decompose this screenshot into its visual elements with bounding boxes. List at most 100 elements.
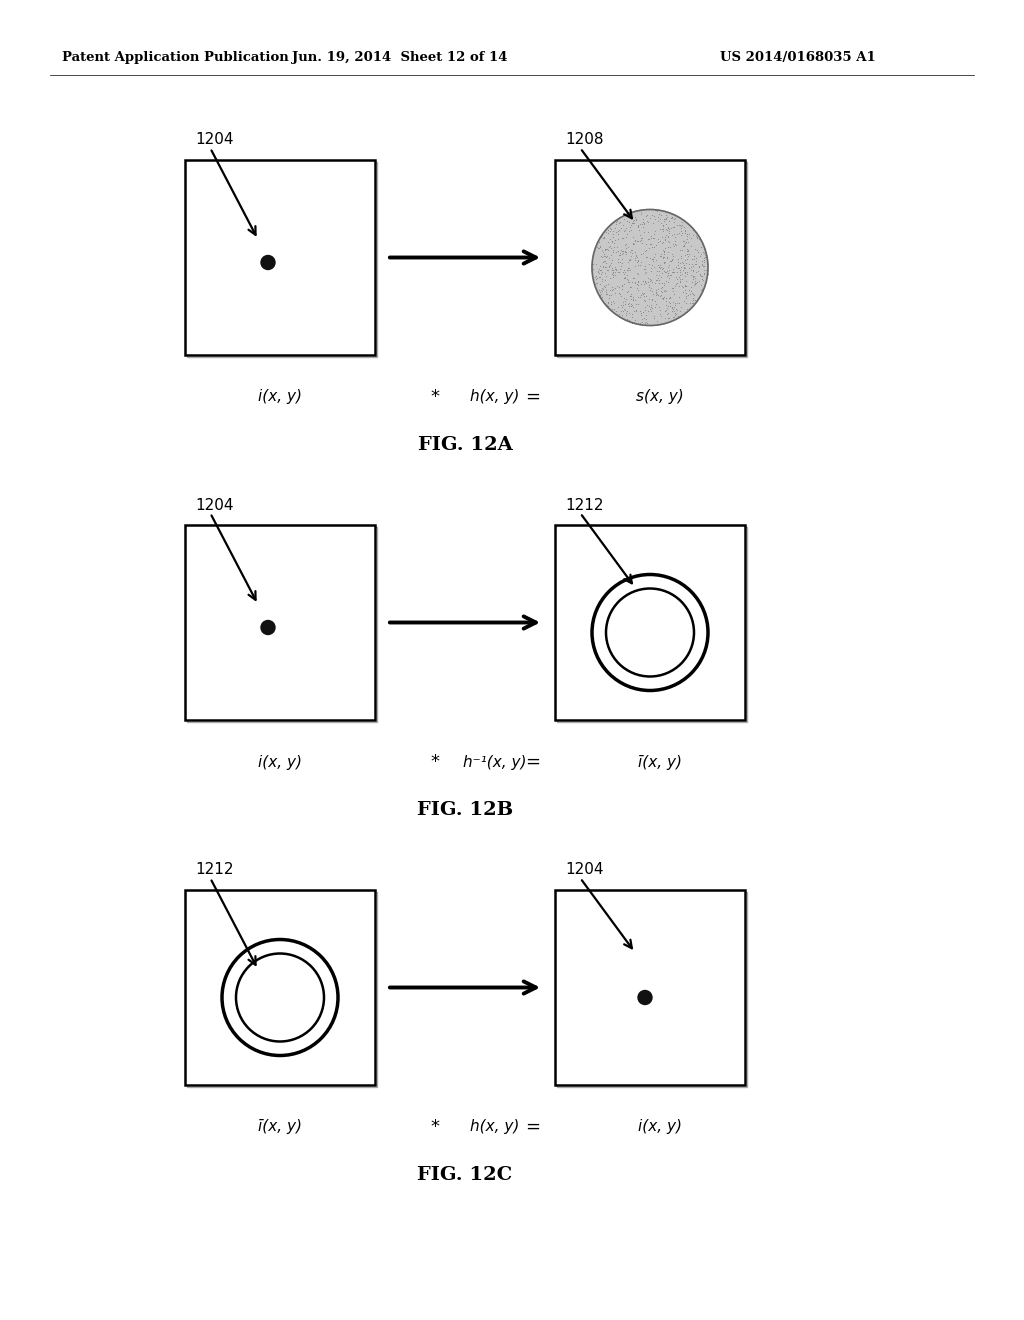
Point — [674, 275, 690, 296]
Point — [618, 281, 635, 302]
Point — [645, 236, 662, 257]
Point — [613, 297, 630, 318]
Point — [621, 302, 637, 323]
Point — [657, 288, 674, 309]
Point — [589, 268, 605, 289]
Point — [603, 244, 620, 265]
Point — [601, 285, 617, 306]
Point — [603, 276, 620, 297]
Point — [620, 260, 636, 281]
Point — [645, 314, 662, 335]
Point — [675, 252, 691, 273]
Point — [621, 257, 637, 279]
Point — [660, 292, 677, 313]
Point — [651, 264, 668, 285]
Point — [601, 247, 617, 268]
Point — [647, 280, 664, 301]
Point — [626, 312, 642, 333]
Point — [652, 267, 669, 288]
Point — [689, 239, 706, 260]
Point — [666, 292, 682, 313]
Point — [614, 227, 631, 248]
Point — [684, 293, 700, 314]
Point — [696, 244, 713, 265]
Point — [624, 239, 640, 260]
Point — [655, 247, 672, 268]
Point — [695, 255, 712, 276]
Point — [613, 248, 630, 269]
Point — [659, 224, 676, 246]
Point — [643, 226, 659, 247]
Point — [659, 242, 676, 263]
Point — [644, 205, 660, 226]
Point — [617, 309, 634, 330]
Point — [696, 247, 713, 268]
Point — [662, 251, 678, 272]
Point — [624, 282, 640, 304]
Point — [665, 261, 681, 282]
Point — [611, 243, 628, 264]
Point — [602, 252, 618, 273]
Point — [665, 261, 681, 282]
Point — [686, 246, 702, 267]
Point — [625, 213, 641, 234]
Point — [696, 249, 713, 271]
Point — [629, 273, 645, 294]
Point — [652, 243, 669, 264]
Point — [634, 228, 650, 249]
Point — [673, 224, 689, 246]
Point — [666, 296, 682, 317]
Point — [651, 261, 668, 282]
Text: FIG. 12A: FIG. 12A — [418, 436, 512, 454]
Point — [687, 289, 703, 310]
Point — [641, 238, 657, 259]
Point — [680, 240, 696, 261]
Point — [603, 238, 620, 259]
Point — [692, 280, 709, 301]
Point — [678, 293, 694, 314]
Point — [671, 275, 687, 296]
Point — [607, 260, 624, 281]
Point — [654, 219, 671, 240]
Point — [640, 300, 656, 321]
Point — [642, 268, 658, 289]
Point — [613, 276, 630, 297]
Point — [657, 214, 674, 235]
Point — [641, 234, 657, 255]
Point — [673, 297, 689, 318]
Point — [695, 242, 712, 263]
Point — [617, 240, 634, 261]
Point — [617, 244, 634, 265]
Point — [644, 248, 660, 269]
Point — [602, 255, 618, 276]
Point — [602, 216, 618, 238]
Point — [622, 216, 638, 238]
Point — [635, 209, 651, 230]
Point — [632, 301, 648, 322]
Point — [601, 256, 617, 277]
Point — [602, 280, 618, 301]
Point — [653, 276, 670, 297]
Point — [610, 277, 627, 298]
Point — [667, 227, 683, 248]
Point — [628, 242, 644, 263]
Point — [611, 284, 628, 305]
Point — [605, 239, 622, 260]
Point — [677, 222, 693, 243]
Point — [654, 263, 671, 284]
Point — [631, 219, 647, 240]
Text: h(x, y): h(x, y) — [470, 389, 520, 404]
Point — [669, 261, 685, 282]
Point — [682, 277, 698, 298]
Point — [684, 219, 700, 240]
Point — [596, 238, 612, 259]
Point — [637, 247, 653, 268]
Point — [605, 242, 622, 263]
Point — [672, 264, 688, 285]
Point — [645, 248, 662, 269]
Point — [687, 268, 703, 289]
Point — [593, 246, 609, 267]
Point — [627, 289, 643, 310]
Point — [604, 231, 621, 252]
Point — [622, 249, 638, 271]
